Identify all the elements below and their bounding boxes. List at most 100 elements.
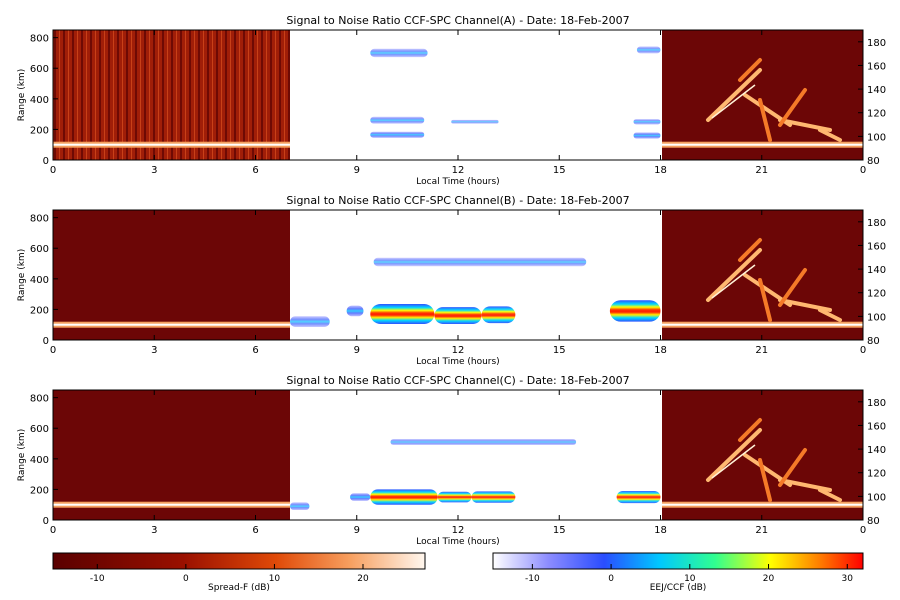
x-tick-label: 12: [452, 345, 465, 356]
y-tick-label-right: 160: [867, 421, 886, 432]
echo-blob: [370, 489, 438, 505]
y-tick-label-right: 100: [867, 132, 886, 143]
echo-blob: [437, 491, 472, 503]
echo-blob: [434, 307, 482, 324]
x-tick-label: 0: [50, 165, 56, 176]
y-tick-label-right: 160: [867, 241, 886, 252]
y-tick-label-right: 180: [867, 398, 886, 409]
y-tick-label-right: 100: [867, 492, 886, 503]
y-tick-label-left: 200: [30, 125, 49, 136]
f-region-trace-core-right: [662, 143, 863, 146]
plume-streak: [778, 478, 832, 492]
y-tick-label-left: 800: [30, 394, 49, 405]
y-tick-label-right: 140: [867, 85, 886, 96]
echo-blob: [636, 46, 661, 54]
plume-core: [711, 444, 756, 479]
echo-blob: [633, 132, 661, 139]
x-tick-label: 9: [354, 525, 360, 536]
plume-streak: [778, 448, 807, 487]
colorbar-tick-label: 0: [608, 574, 614, 584]
y-tick-label-left: 600: [30, 424, 49, 435]
spread-f-evening-region: [662, 390, 863, 520]
colorbar-tick-label: 10: [684, 574, 696, 584]
y-tick-label-left: 0: [43, 516, 49, 527]
spread-f-plume: [706, 238, 842, 322]
plume-streak: [738, 58, 762, 82]
y-axis-label: Range (km): [17, 69, 27, 121]
y-tick-label-right: 120: [867, 289, 886, 300]
x-tick-label: 3: [151, 165, 157, 176]
y-tick-label-left: 0: [43, 336, 49, 347]
eej-day-region: [290, 30, 662, 160]
plume-streak: [778, 298, 832, 312]
chart-title: Signal to Noise Ratio CCF-SPC Channel(C)…: [286, 374, 629, 387]
x-tick-label: 6: [252, 165, 258, 176]
x-tick-label: 9: [354, 345, 360, 356]
y-tick-label-left: 0: [43, 156, 49, 167]
panel-2: Signal to Noise Ratio CCF-SPC Channel(C)…: [17, 374, 886, 547]
x-tick-label: 6: [252, 525, 258, 536]
plume-streak: [706, 248, 762, 302]
x-tick-label: 0: [860, 525, 866, 536]
spread-f-colorbar-gradient: [52, 552, 426, 570]
x-tick-label: 12: [452, 165, 465, 176]
y-tick-label-right: 140: [867, 265, 886, 276]
plume-streak: [778, 88, 807, 127]
echo-blob: [346, 305, 364, 317]
x-tick-label: 18: [654, 345, 667, 356]
x-tick-label: 3: [151, 525, 157, 536]
y-tick-label-right: 80: [867, 516, 880, 527]
panel-1: Signal to Noise Ratio CCF-SPC Channel(B)…: [17, 194, 886, 367]
x-tick-label: 0: [50, 345, 56, 356]
x-tick-label: 18: [654, 165, 667, 176]
echo-blob: [609, 300, 661, 322]
x-tick-label: 15: [553, 165, 566, 176]
echo-blob: [616, 490, 661, 504]
x-tick-label: 21: [755, 345, 768, 356]
y-tick-label-left: 800: [30, 34, 49, 45]
x-tick-label: 6: [252, 345, 258, 356]
echo-blob: [370, 304, 435, 324]
x-axis-label: Local Time (hours): [416, 537, 499, 547]
spread-f-plume: [706, 58, 842, 142]
colorbar-tick-label: 0: [183, 574, 189, 584]
y-tick-label-left: 200: [30, 305, 49, 316]
spread-f-night-region: [53, 210, 290, 340]
x-tick-label: 0: [860, 165, 866, 176]
plume-streak: [818, 308, 842, 322]
f-region-trace-core-left: [53, 323, 290, 326]
echo-blob: [481, 306, 516, 324]
spread-f-colorbar: -10 0 10 20: [52, 552, 426, 584]
plume-streak: [818, 128, 842, 142]
echo-blob: [451, 119, 499, 124]
chart-title: Signal to Noise Ratio CCF-SPC Channel(B)…: [286, 194, 629, 207]
plume-streak: [818, 488, 842, 502]
x-tick-label: 0: [50, 525, 56, 536]
x-tick-label: 21: [755, 525, 768, 536]
y-tick-label-left: 400: [30, 455, 49, 466]
y-tick-label-right: 120: [867, 469, 886, 480]
echo-blob: [370, 116, 425, 124]
f-region-trace-core-left: [53, 503, 290, 506]
x-axis-label: Local Time (hours): [416, 177, 499, 187]
plume-streak: [738, 418, 762, 442]
plume-streak: [758, 278, 772, 322]
y-tick-label-left: 400: [30, 95, 49, 106]
panel-0: Signal to Noise Ratio CCF-SPC Channel(A)…: [17, 14, 886, 187]
x-tick-label: 18: [654, 525, 667, 536]
y-tick-label-left: 800: [30, 214, 49, 225]
x-tick-label: 12: [452, 525, 465, 536]
y-tick-label-right: 80: [867, 156, 880, 167]
f-region-trace-core-right: [662, 503, 863, 506]
echo-blob: [350, 493, 371, 501]
x-tick-label: 3: [151, 345, 157, 356]
x-tick-label: 0: [860, 345, 866, 356]
eej-ccf-colorbar-label: EEJ/CCF (dB): [650, 583, 707, 593]
colorbar-tick-label: -10: [525, 574, 540, 584]
y-tick-label-right: 100: [867, 312, 886, 323]
spread-f-plume: [706, 418, 842, 502]
colorbar-tick-label: -10: [90, 574, 105, 584]
y-tick-label-left: 600: [30, 244, 49, 255]
spread-f-night-region: [53, 30, 290, 160]
